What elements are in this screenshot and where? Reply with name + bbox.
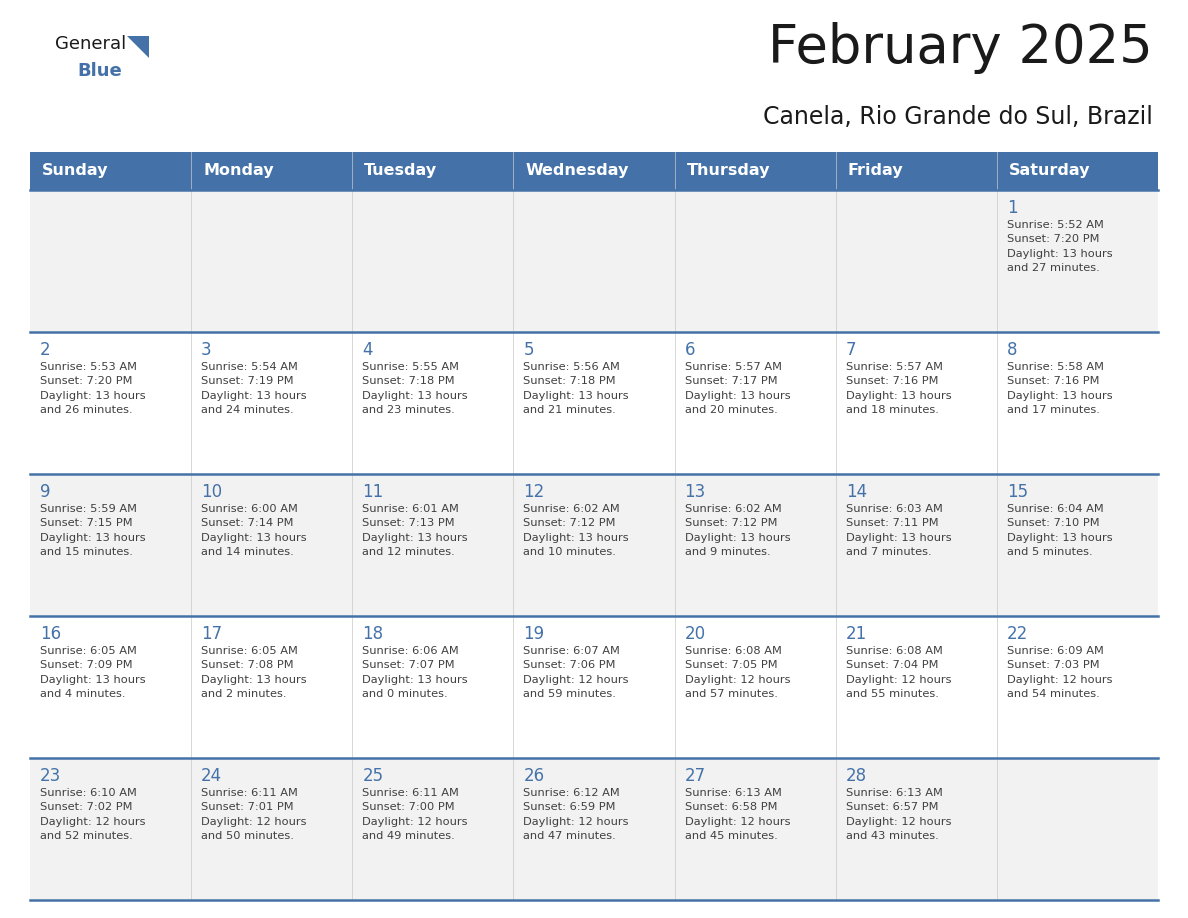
Bar (30, 616, 1158, 758)
Text: 20: 20 (684, 625, 706, 643)
Text: Friday: Friday (848, 163, 903, 178)
Text: 12: 12 (524, 483, 544, 501)
Text: 19: 19 (524, 625, 544, 643)
Text: Blue: Blue (77, 62, 121, 80)
Bar (353, 152, 513, 190)
Text: 17: 17 (201, 625, 222, 643)
Bar (30, 190, 1158, 332)
Text: Sunrise: 6:08 AM
Sunset: 7:05 PM
Daylight: 12 hours
and 57 minutes.: Sunrise: 6:08 AM Sunset: 7:05 PM Dayligh… (684, 646, 790, 700)
Text: 5: 5 (524, 341, 533, 359)
Text: 18: 18 (362, 625, 384, 643)
Text: Sunrise: 6:13 AM
Sunset: 6:58 PM
Daylight: 12 hours
and 45 minutes.: Sunrise: 6:13 AM Sunset: 6:58 PM Dayligh… (684, 788, 790, 841)
Text: Sunrise: 6:09 AM
Sunset: 7:03 PM
Daylight: 12 hours
and 54 minutes.: Sunrise: 6:09 AM Sunset: 7:03 PM Dayligh… (1007, 646, 1112, 700)
Text: Sunrise: 6:08 AM
Sunset: 7:04 PM
Daylight: 12 hours
and 55 minutes.: Sunrise: 6:08 AM Sunset: 7:04 PM Dayligh… (846, 646, 952, 700)
Bar (675, 152, 835, 190)
Text: 14: 14 (846, 483, 867, 501)
Text: 8: 8 (1007, 341, 1017, 359)
Text: 2: 2 (40, 341, 51, 359)
Text: 23: 23 (40, 767, 62, 785)
Text: General: General (55, 35, 126, 53)
Bar (30, 474, 1158, 616)
Text: Sunrise: 6:00 AM
Sunset: 7:14 PM
Daylight: 13 hours
and 14 minutes.: Sunrise: 6:00 AM Sunset: 7:14 PM Dayligh… (201, 504, 307, 557)
Text: Sunday: Sunday (42, 163, 108, 178)
Text: 15: 15 (1007, 483, 1028, 501)
Bar (835, 152, 997, 190)
Text: 21: 21 (846, 625, 867, 643)
Text: Sunrise: 5:54 AM
Sunset: 7:19 PM
Daylight: 13 hours
and 24 minutes.: Sunrise: 5:54 AM Sunset: 7:19 PM Dayligh… (201, 362, 307, 415)
Text: 28: 28 (846, 767, 867, 785)
Text: Thursday: Thursday (687, 163, 770, 178)
Text: 10: 10 (201, 483, 222, 501)
Text: Sunrise: 6:10 AM
Sunset: 7:02 PM
Daylight: 12 hours
and 52 minutes.: Sunrise: 6:10 AM Sunset: 7:02 PM Dayligh… (40, 788, 145, 841)
Text: 25: 25 (362, 767, 384, 785)
Text: 27: 27 (684, 767, 706, 785)
Text: Sunrise: 5:57 AM
Sunset: 7:16 PM
Daylight: 13 hours
and 18 minutes.: Sunrise: 5:57 AM Sunset: 7:16 PM Dayligh… (846, 362, 952, 415)
Text: Sunrise: 6:01 AM
Sunset: 7:13 PM
Daylight: 13 hours
and 12 minutes.: Sunrise: 6:01 AM Sunset: 7:13 PM Dayligh… (362, 504, 468, 557)
Bar (191, 152, 353, 190)
Text: 9: 9 (40, 483, 51, 501)
Text: Sunrise: 6:11 AM
Sunset: 7:01 PM
Daylight: 12 hours
and 50 minutes.: Sunrise: 6:11 AM Sunset: 7:01 PM Dayligh… (201, 788, 307, 841)
Text: Sunrise: 5:52 AM
Sunset: 7:20 PM
Daylight: 13 hours
and 27 minutes.: Sunrise: 5:52 AM Sunset: 7:20 PM Dayligh… (1007, 220, 1112, 274)
Text: Sunrise: 5:55 AM
Sunset: 7:18 PM
Daylight: 13 hours
and 23 minutes.: Sunrise: 5:55 AM Sunset: 7:18 PM Dayligh… (362, 362, 468, 415)
Text: Sunrise: 6:05 AM
Sunset: 7:09 PM
Daylight: 13 hours
and 4 minutes.: Sunrise: 6:05 AM Sunset: 7:09 PM Dayligh… (40, 646, 146, 700)
Text: Sunrise: 6:05 AM
Sunset: 7:08 PM
Daylight: 13 hours
and 2 minutes.: Sunrise: 6:05 AM Sunset: 7:08 PM Dayligh… (201, 646, 307, 700)
Text: 24: 24 (201, 767, 222, 785)
Bar (997, 152, 1158, 190)
Text: 13: 13 (684, 483, 706, 501)
Text: 6: 6 (684, 341, 695, 359)
Text: Sunrise: 5:53 AM
Sunset: 7:20 PM
Daylight: 13 hours
and 26 minutes.: Sunrise: 5:53 AM Sunset: 7:20 PM Dayligh… (40, 362, 146, 415)
Bar (30, 152, 191, 190)
Bar (30, 758, 1158, 900)
Text: 1: 1 (1007, 199, 1017, 217)
Text: 16: 16 (40, 625, 61, 643)
Text: 7: 7 (846, 341, 857, 359)
Polygon shape (127, 36, 148, 58)
Text: Sunrise: 5:57 AM
Sunset: 7:17 PM
Daylight: 13 hours
and 20 minutes.: Sunrise: 5:57 AM Sunset: 7:17 PM Dayligh… (684, 362, 790, 415)
Text: Tuesday: Tuesday (365, 163, 437, 178)
Text: 22: 22 (1007, 625, 1028, 643)
Text: Sunrise: 5:59 AM
Sunset: 7:15 PM
Daylight: 13 hours
and 15 minutes.: Sunrise: 5:59 AM Sunset: 7:15 PM Dayligh… (40, 504, 146, 557)
Text: February 2025: February 2025 (769, 22, 1154, 74)
Text: Sunrise: 6:06 AM
Sunset: 7:07 PM
Daylight: 13 hours
and 0 minutes.: Sunrise: 6:06 AM Sunset: 7:07 PM Dayligh… (362, 646, 468, 700)
Text: Sunrise: 6:11 AM
Sunset: 7:00 PM
Daylight: 12 hours
and 49 minutes.: Sunrise: 6:11 AM Sunset: 7:00 PM Dayligh… (362, 788, 468, 841)
Bar (513, 152, 675, 190)
Text: Canela, Rio Grande do Sul, Brazil: Canela, Rio Grande do Sul, Brazil (763, 105, 1154, 129)
Text: Saturday: Saturday (1009, 163, 1091, 178)
Text: 11: 11 (362, 483, 384, 501)
Text: 4: 4 (362, 341, 373, 359)
Text: Sunrise: 6:12 AM
Sunset: 6:59 PM
Daylight: 12 hours
and 47 minutes.: Sunrise: 6:12 AM Sunset: 6:59 PM Dayligh… (524, 788, 628, 841)
Bar (30, 332, 1158, 474)
Text: Sunrise: 5:58 AM
Sunset: 7:16 PM
Daylight: 13 hours
and 17 minutes.: Sunrise: 5:58 AM Sunset: 7:16 PM Dayligh… (1007, 362, 1112, 415)
Text: Sunrise: 6:13 AM
Sunset: 6:57 PM
Daylight: 12 hours
and 43 minutes.: Sunrise: 6:13 AM Sunset: 6:57 PM Dayligh… (846, 788, 952, 841)
Text: Sunrise: 6:04 AM
Sunset: 7:10 PM
Daylight: 13 hours
and 5 minutes.: Sunrise: 6:04 AM Sunset: 7:10 PM Dayligh… (1007, 504, 1112, 557)
Text: Wednesday: Wednesday (525, 163, 628, 178)
Text: Sunrise: 6:02 AM
Sunset: 7:12 PM
Daylight: 13 hours
and 10 minutes.: Sunrise: 6:02 AM Sunset: 7:12 PM Dayligh… (524, 504, 630, 557)
Text: Sunrise: 6:07 AM
Sunset: 7:06 PM
Daylight: 12 hours
and 59 minutes.: Sunrise: 6:07 AM Sunset: 7:06 PM Dayligh… (524, 646, 628, 700)
Text: 3: 3 (201, 341, 211, 359)
Text: Sunrise: 6:03 AM
Sunset: 7:11 PM
Daylight: 13 hours
and 7 minutes.: Sunrise: 6:03 AM Sunset: 7:11 PM Dayligh… (846, 504, 952, 557)
Text: Monday: Monday (203, 163, 273, 178)
Text: 26: 26 (524, 767, 544, 785)
Text: Sunrise: 5:56 AM
Sunset: 7:18 PM
Daylight: 13 hours
and 21 minutes.: Sunrise: 5:56 AM Sunset: 7:18 PM Dayligh… (524, 362, 630, 415)
Text: Sunrise: 6:02 AM
Sunset: 7:12 PM
Daylight: 13 hours
and 9 minutes.: Sunrise: 6:02 AM Sunset: 7:12 PM Dayligh… (684, 504, 790, 557)
